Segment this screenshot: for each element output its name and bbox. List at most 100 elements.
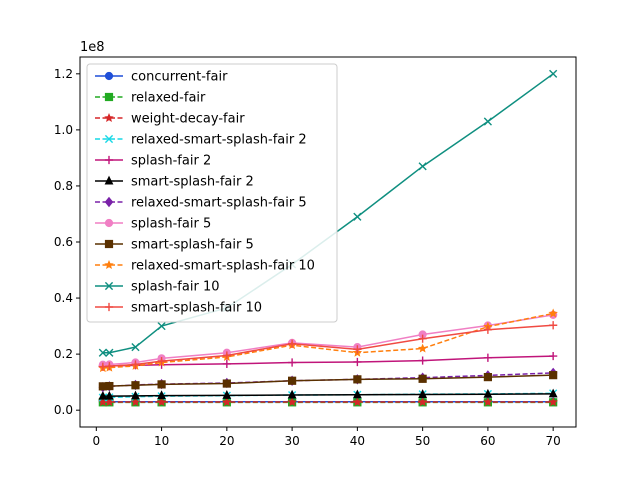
- data-point: [483, 397, 493, 407]
- series-weight-decay-fair: [98, 397, 558, 407]
- data-point: [222, 379, 231, 388]
- legend-entry: smart-splash-fair 2: [95, 175, 254, 190]
- legend-label: splash-fair 2: [131, 154, 211, 169]
- data-point: [131, 360, 140, 369]
- data-point: [288, 358, 297, 367]
- legend-entry: splash-fair 10: [95, 280, 219, 295]
- legend-marker: [104, 196, 114, 208]
- x-tick-label: 60: [480, 434, 495, 448]
- data-point: [418, 374, 427, 383]
- legend-marker: [104, 302, 114, 312]
- data-point: [352, 389, 362, 399]
- x-tick-label: 50: [415, 434, 430, 448]
- y-tick-label: 0.6: [54, 235, 73, 249]
- data-point: [417, 397, 428, 407]
- x-tick-label: 20: [219, 434, 234, 448]
- y-offset-label: 1e8: [80, 40, 105, 55]
- data-point: [287, 397, 297, 407]
- data-point: [105, 362, 114, 371]
- series-smart-splash-fair-5: [98, 371, 558, 391]
- legend-entry: relaxed-fair: [95, 91, 206, 106]
- legend-entry: concurrent-fair: [95, 70, 228, 85]
- x-tick-label: 30: [284, 434, 299, 448]
- legend-label: relaxed-fair: [131, 91, 206, 106]
- data-point: [131, 390, 140, 400]
- data-point: [483, 353, 492, 362]
- data-point: [222, 351, 231, 360]
- series-line: [102, 392, 554, 399]
- series-line: [102, 393, 554, 397]
- legend-label: weight-decay-fair: [131, 112, 245, 127]
- x-tick-label: 10: [154, 434, 169, 448]
- data-point: [483, 325, 492, 334]
- data-point: [157, 380, 166, 389]
- series-smart-splash-fair-10: [98, 321, 558, 371]
- legend-label: smart-splash-fair 2: [131, 175, 254, 190]
- data-point: [549, 351, 558, 361]
- series-line: [102, 314, 554, 366]
- data-point: [548, 397, 558, 407]
- legend-marker: [104, 134, 114, 144]
- y-tick-label: 0.8: [54, 179, 73, 193]
- legend-label: relaxed-smart-splash-fair 2: [131, 133, 307, 148]
- legend-marker: [104, 113, 114, 123]
- data-point: [353, 375, 362, 384]
- x-axis: 0 10 20 30 40 50 60 70: [92, 427, 561, 448]
- data-point: [352, 397, 363, 407]
- legend-entry: smart-splash-fair 5: [95, 238, 254, 253]
- data-point: [353, 212, 362, 221]
- x-tick-label: 0: [92, 434, 100, 448]
- legend-label: relaxed-smart-splash-fair 10: [131, 259, 315, 274]
- data-point: [288, 376, 297, 385]
- legend-marker: [104, 92, 114, 102]
- legend-entry: smart-splash-fair 10: [95, 301, 262, 316]
- data-point: [483, 388, 493, 398]
- legend-label: relaxed-smart-splash-fair 5: [131, 196, 307, 211]
- legend-label: smart-splash-fair 5: [131, 238, 254, 253]
- data-point: [157, 321, 166, 331]
- data-point: [98, 390, 108, 400]
- legend: concurrent-fair relaxed-fair weight-decay-…: [86, 63, 338, 323]
- y-axis: 0.0 0.2 0.4 0.6 0.8 1.0 1.2: [54, 67, 80, 417]
- legend-entry: splash-fair 5: [95, 217, 211, 232]
- y-tick-label: 1.0: [54, 123, 73, 137]
- data-point: [131, 343, 140, 352]
- data-point: [418, 162, 427, 171]
- y-tick-label: 1.2: [54, 67, 73, 81]
- y-tick-label: 0.4: [54, 291, 73, 305]
- legend-marker: [104, 239, 114, 249]
- legend-label: splash-fair 10: [131, 280, 219, 295]
- legend-label: concurrent-fair: [131, 70, 228, 85]
- data-point: [548, 388, 558, 398]
- x-tick-label: 40: [350, 434, 365, 448]
- data-point: [353, 357, 362, 367]
- data-point: [549, 321, 558, 330]
- series-smart-splash-fair-2: [98, 388, 558, 400]
- legend-label: splash-fair 5: [131, 217, 211, 232]
- y-tick-label: 0.2: [54, 347, 73, 361]
- data-point: [104, 390, 114, 400]
- data-point: [549, 371, 558, 380]
- data-point: [417, 343, 428, 353]
- series-line: [102, 374, 554, 388]
- data-point: [105, 381, 114, 391]
- legend-entry: relaxed-smart-splash-fair 5: [95, 196, 307, 211]
- legend-marker: [104, 218, 114, 228]
- data-point: [287, 389, 297, 399]
- legend-label: smart-splash-fair 10: [131, 301, 262, 316]
- data-point: [288, 339, 297, 348]
- data-point: [483, 373, 492, 382]
- data-point: [418, 334, 427, 343]
- legend-marker: [104, 260, 114, 270]
- legend-marker: [104, 71, 114, 81]
- data-point: [548, 308, 558, 318]
- data-point: [222, 390, 232, 399]
- data-point: [222, 397, 232, 407]
- data-point: [222, 359, 231, 369]
- x-tick-label: 70: [546, 434, 561, 448]
- data-point: [549, 69, 558, 78]
- data-point: [418, 389, 428, 398]
- data-point: [157, 390, 166, 400]
- series-line: [102, 312, 554, 369]
